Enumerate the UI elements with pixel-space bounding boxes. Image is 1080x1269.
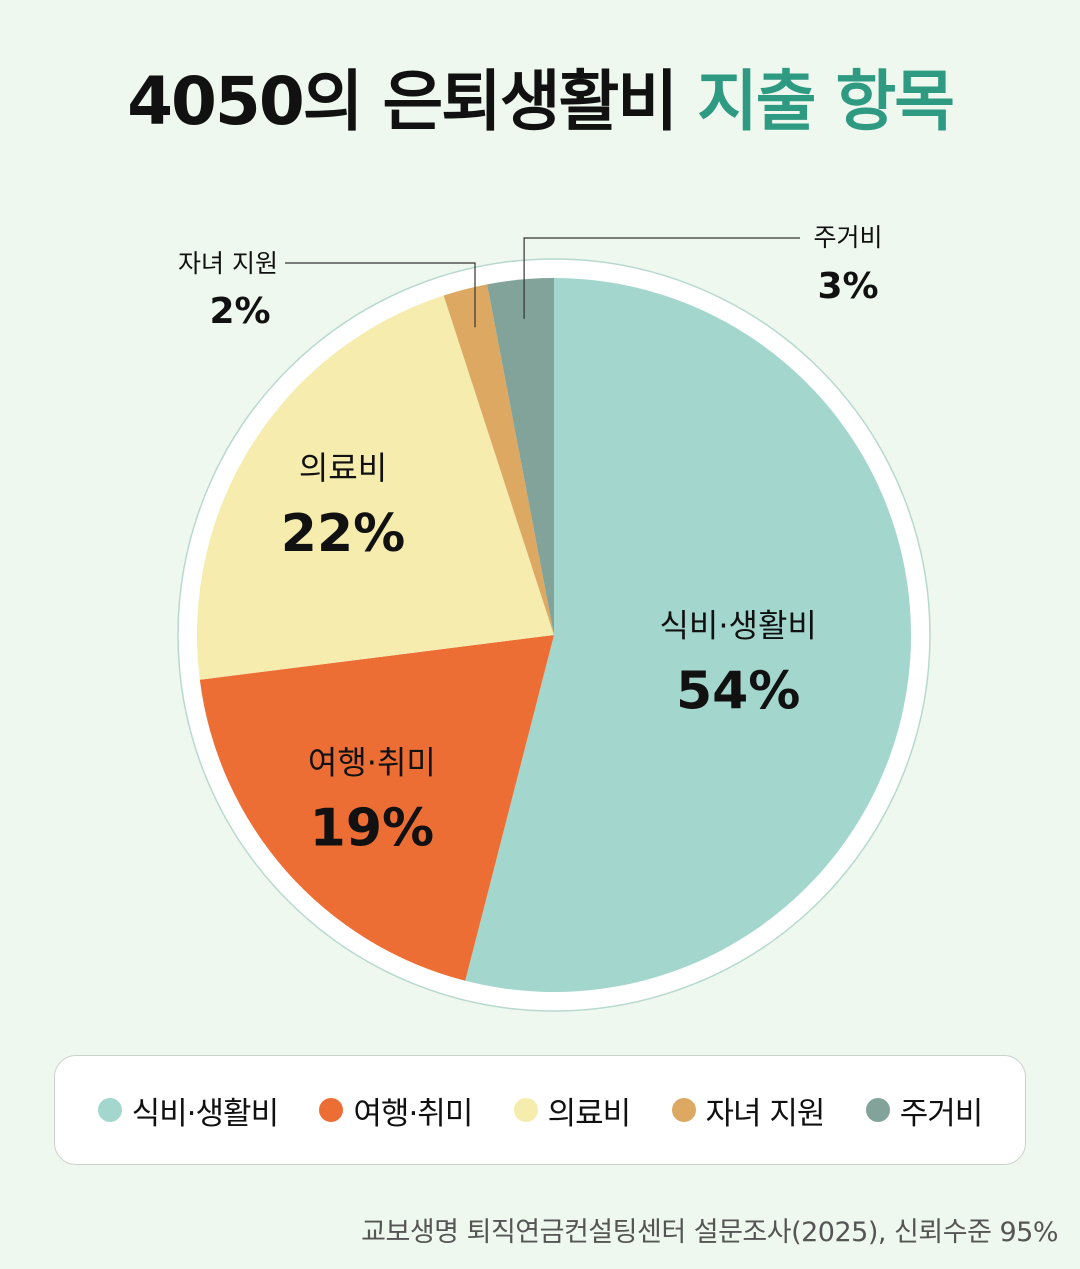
chart-title: 4050의 은퇴생활비 지출 항목: [0, 62, 1080, 141]
legend-item-0: 식비·생활비: [97, 1088, 279, 1133]
pie-slice-0: [465, 278, 912, 992]
slice-value-0: 54%: [676, 661, 800, 721]
callout-line-4: [523, 237, 800, 319]
slice-label-2: 의료비: [299, 449, 387, 487]
callout-value-4: 3%: [817, 266, 878, 307]
legend-swatch-1: [319, 1098, 344, 1122]
legend-item-2: 의료비: [513, 1088, 632, 1133]
legend-item-4: 주거비: [865, 1088, 984, 1133]
slice-value-2: 22%: [281, 504, 405, 564]
slice-label-1: 여행·취미: [308, 744, 436, 782]
callout-label-4: 주거비: [813, 223, 882, 252]
slice-value-1: 19%: [310, 799, 434, 859]
legend-item-1: 여행·취미: [319, 1088, 473, 1133]
legend-label-1: 여행·취미: [353, 1095, 473, 1132]
callout-value-3: 2%: [209, 291, 270, 332]
callout-line-3: [285, 262, 476, 328]
legend-swatch-4: [865, 1098, 890, 1122]
legend-item-3: 자녀 지원: [671, 1088, 826, 1133]
legend-label-0: 식비·생활비: [131, 1095, 279, 1132]
legend-swatch-3: [671, 1098, 696, 1122]
legend-swatch-2: [513, 1098, 538, 1122]
legend-label-3: 자녀 지원: [705, 1095, 826, 1132]
title-accent: 지출 항목: [697, 63, 955, 140]
callout-label-3: 자녀 지원: [178, 249, 278, 278]
pie-slice-3: [443, 284, 554, 635]
legend-label-4: 주거비: [899, 1095, 984, 1132]
legend: 식비·생활비 여행·취미 의료비 자녀 지원 주거비: [54, 1055, 1026, 1165]
title-main: 4050의 은퇴생활비: [127, 63, 678, 140]
slice-label-0: 식비·생활비: [659, 606, 816, 644]
pie-slice-1: [199, 635, 554, 981]
pie-slice-4: [487, 278, 554, 635]
legend-swatch-0: [97, 1098, 122, 1122]
source-note: 교보생명 퇴직연금컨설팅센터 설문조사(2025), 신뢰수준 95%: [361, 1217, 1058, 1248]
pie-chart: 식비·생활비 54% 여행·취미 19% 의료비 22% 자녀 지원 2% 주거비 3%: [177, 223, 931, 1012]
pie-slice-2: [197, 295, 554, 680]
legend-label-2: 의료비: [547, 1095, 632, 1132]
